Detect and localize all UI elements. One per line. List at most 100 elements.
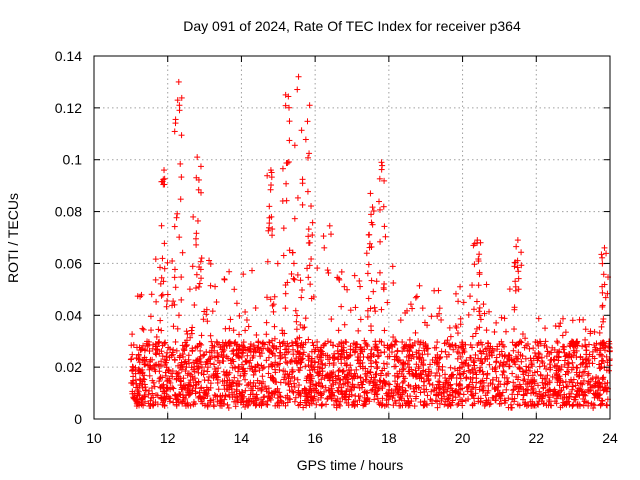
data-point-2494 [287, 396, 294, 403]
data-point-2294 [434, 391, 441, 398]
data-point-2662 [270, 308, 277, 315]
data-point-93 [475, 282, 482, 289]
data-point-17 [242, 376, 249, 383]
data-point-2399 [309, 358, 316, 365]
data-point-382 [559, 395, 566, 402]
data-point-1459 [164, 349, 171, 356]
data-point-1394 [447, 381, 454, 388]
data-point-2419 [513, 341, 520, 348]
data-point-490 [509, 370, 516, 377]
data-point-2563 [442, 398, 449, 405]
data-point-2333 [420, 368, 427, 375]
data-point-2369 [347, 386, 354, 393]
chart-title: Day 091 of 2024, Rate Of TEC Index for r… [183, 18, 521, 34]
data-point-1533 [534, 368, 541, 375]
data-point-2188 [162, 339, 169, 346]
data-point-1989 [578, 372, 585, 379]
data-point-2667 [267, 167, 274, 174]
data-point-2684 [282, 91, 289, 98]
data-point-2206 [347, 351, 354, 358]
data-point-158 [455, 298, 462, 305]
data-point-2733 [378, 306, 385, 313]
data-point-2615 [176, 107, 183, 114]
data-point-2578 [295, 389, 302, 396]
data-point-2749 [364, 270, 371, 277]
data-point-2664 [267, 186, 274, 193]
data-point-1891 [470, 370, 477, 377]
data-point-1633 [157, 280, 164, 287]
data-point-1975 [323, 372, 330, 379]
data-point-207 [396, 397, 403, 404]
data-point-2297 [174, 393, 181, 400]
data-point-1208 [484, 389, 491, 396]
data-point-2148 [329, 392, 336, 399]
data-point-1413 [355, 327, 362, 334]
data-point-1746 [225, 391, 232, 398]
data-point-1495 [589, 360, 596, 367]
data-point-294 [457, 283, 464, 290]
data-point-1925 [467, 293, 474, 300]
data-point-77 [603, 353, 610, 360]
data-point-2272 [486, 347, 493, 354]
data-point-861 [501, 399, 508, 406]
data-point-2454 [344, 353, 351, 360]
data-point-2355 [560, 384, 567, 391]
data-point-876 [463, 374, 470, 381]
data-point-2752 [367, 190, 374, 197]
data-point-2740 [370, 207, 377, 214]
data-point-2516 [374, 363, 381, 370]
data-point-844 [518, 339, 525, 346]
data-point-2680 [280, 225, 287, 232]
data-point-1666 [483, 281, 490, 288]
data-point-2215 [416, 384, 423, 391]
data-point-1983 [537, 391, 544, 398]
data-point-1957 [276, 389, 283, 396]
data-point-2201 [570, 347, 577, 354]
data-point-1547 [338, 268, 345, 275]
data-point-1364 [299, 344, 306, 351]
data-point-2073 [250, 352, 257, 359]
data-point-2013 [285, 348, 292, 355]
data-point-195 [522, 355, 529, 362]
data-point-2643 [158, 222, 165, 229]
data-point-1887 [400, 360, 407, 367]
data-point-2730 [376, 175, 383, 182]
data-point-1352 [486, 352, 493, 359]
data-point-2491 [313, 382, 320, 389]
data-point-2593 [431, 359, 438, 366]
data-point-2535 [356, 397, 363, 404]
data-point-880 [541, 342, 548, 349]
y-tick-label-0.14: 0.14 [55, 48, 82, 64]
x-tick-label-14: 14 [234, 430, 250, 446]
tick-labels: 10 12 14 16 18 20 22 24 0 0.02 0.04 0.06 0.08 0.1 0.12… [55, 48, 618, 446]
data-point-2053 [394, 357, 401, 364]
data-point-2605 [176, 234, 183, 241]
data-point-637 [356, 384, 363, 391]
data-point-2080 [385, 345, 392, 352]
data-point-1994 [580, 395, 587, 402]
data-point-1811 [399, 366, 406, 373]
data-point-2313 [422, 400, 429, 407]
data-point-2681 [286, 118, 293, 125]
data-point-537 [291, 398, 298, 405]
data-point-1880 [129, 367, 136, 374]
data-point-257 [388, 349, 395, 356]
data-point-1790 [581, 368, 588, 375]
y-tick-label-0: 0 [74, 411, 82, 427]
data-point-2330 [515, 374, 522, 381]
data-point-2776 [512, 278, 519, 285]
data-point-1473 [305, 233, 312, 240]
data-point-2603 [176, 102, 183, 109]
data-point-2789 [598, 323, 605, 330]
data-point-2511 [207, 397, 214, 404]
data-point-1361 [394, 348, 401, 355]
data-point-2348 [265, 346, 272, 353]
data-point-2493 [297, 357, 304, 364]
data-point-2622 [196, 263, 203, 270]
data-point-1453 [444, 388, 451, 395]
data-point-2075 [207, 260, 214, 267]
data-point-2290 [285, 381, 292, 388]
data-point-2262 [343, 387, 350, 394]
data-point-791 [146, 372, 153, 379]
data-point-231 [288, 339, 295, 346]
